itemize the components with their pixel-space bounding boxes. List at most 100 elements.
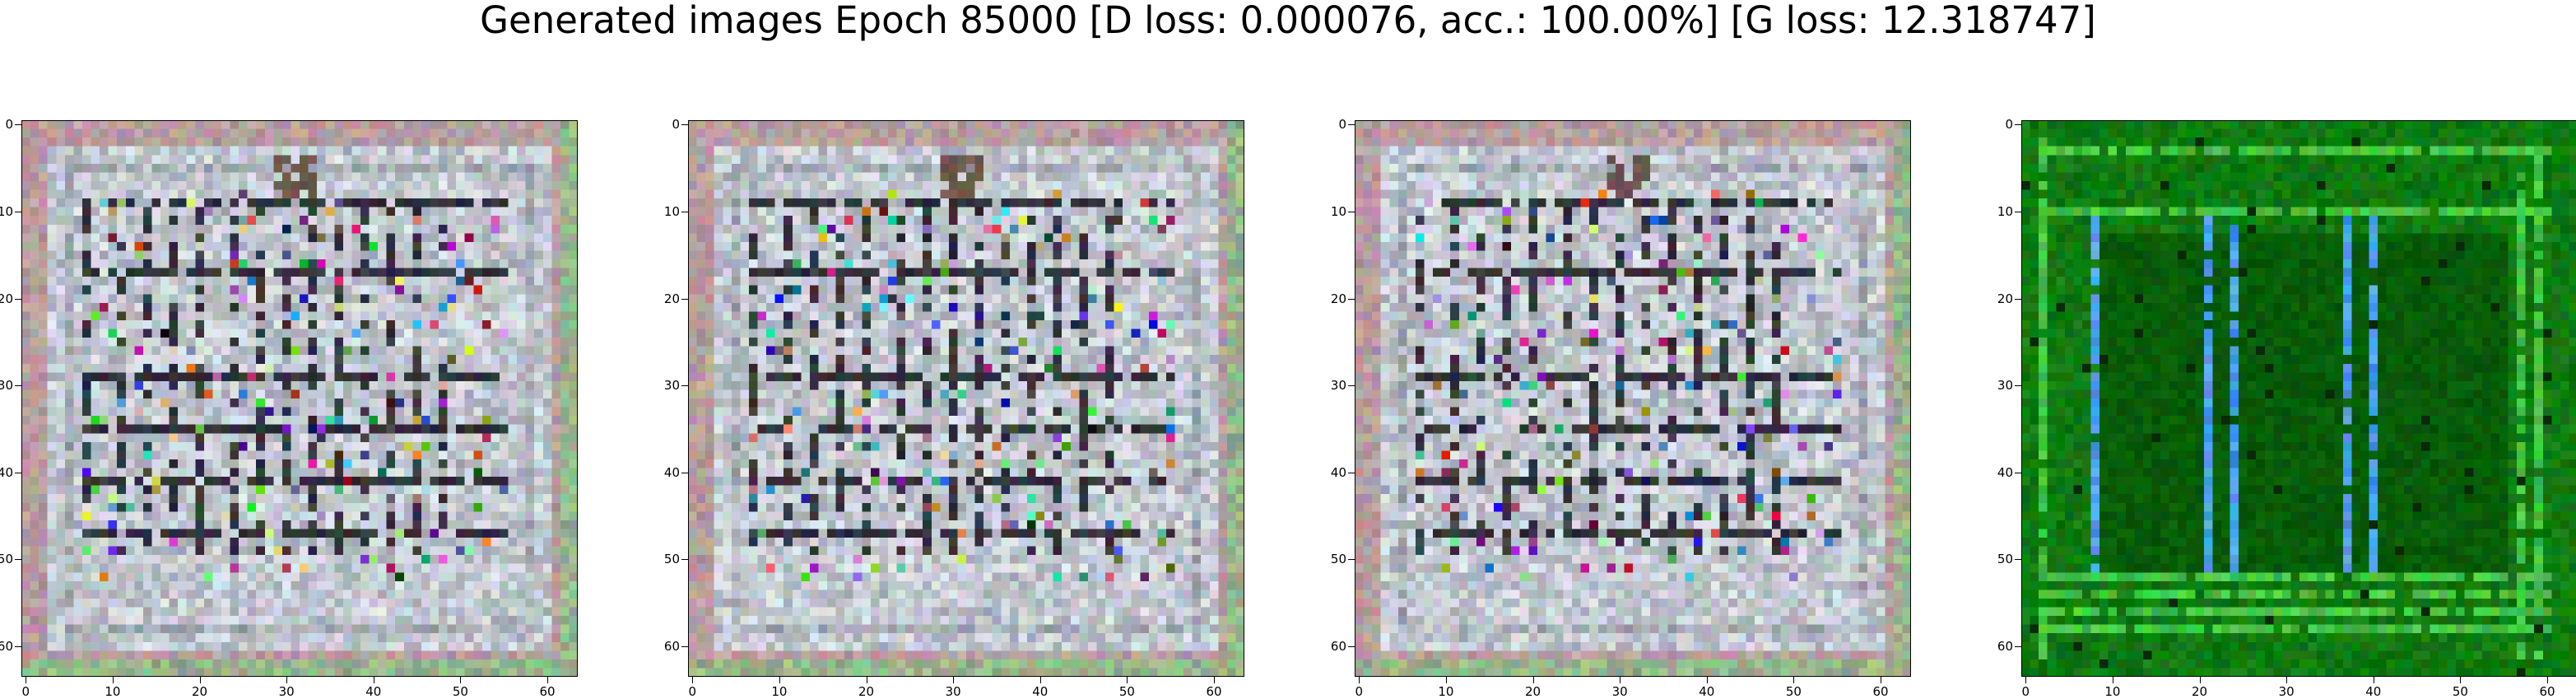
y-tick-label: 10 <box>1330 203 1346 219</box>
generated-image-2 <box>688 120 1244 677</box>
y-tick-label: 30 <box>663 378 680 394</box>
x-tick <box>547 677 549 683</box>
y-tick-label: 30 <box>1330 378 1346 394</box>
x-tick <box>2025 677 2027 683</box>
y-tick-label: 20 <box>1330 291 1346 306</box>
x-tick <box>1445 677 1447 683</box>
image-panel-1: 0 10 20 30 40 50 60 0 10 20 30 40 50 60 <box>0 117 578 699</box>
x-tick <box>692 677 694 683</box>
x-tick-label: 30 <box>945 684 961 699</box>
y-tick <box>1348 559 1355 561</box>
generated-image-1 <box>21 120 578 677</box>
y-tick-label: 20 <box>1997 291 2013 306</box>
y-tick-label: 10 <box>0 203 13 219</box>
y-tick-label: 10 <box>663 203 680 219</box>
x-tick <box>2460 677 2462 683</box>
x-tick-label: 40 <box>1699 684 1715 699</box>
y-tick <box>2015 124 2021 126</box>
x-tick-label: 10 <box>771 684 788 699</box>
y-tick-label: 0 <box>1338 117 1346 133</box>
y-tick-label: 0 <box>672 117 680 133</box>
y-tick-label: 60 <box>0 639 13 655</box>
y-tick-label: 40 <box>663 464 680 480</box>
x-tick <box>779 677 780 683</box>
x-tick-label: 20 <box>1524 684 1541 699</box>
x-tick <box>2547 677 2549 683</box>
x-tick-label: 0 <box>688 684 697 699</box>
y-tick <box>2015 298 2021 300</box>
x-tick <box>1214 677 1216 683</box>
generated-image-4 <box>2021 120 2576 677</box>
y-tick-label: 20 <box>0 291 13 306</box>
x-tick <box>460 677 462 683</box>
x-tick <box>953 677 955 683</box>
x-tick-label: 40 <box>365 684 382 699</box>
image-panel-2: 0 10 20 30 40 50 60 0 10 20 30 40 50 60 <box>664 117 1244 699</box>
x-tick-label: 0 <box>2021 684 2030 699</box>
x-tick-label: 40 <box>2365 684 2382 699</box>
x-tick <box>112 677 114 683</box>
y-tick-label: 20 <box>663 291 680 306</box>
y-tick <box>1348 385 1355 387</box>
x-tick <box>1532 677 1534 683</box>
y-tick <box>2015 385 2021 387</box>
y-tick <box>15 298 21 300</box>
y-tick-label: 50 <box>1997 552 2013 567</box>
y-tick-label: 60 <box>1330 639 1346 655</box>
y-tick <box>15 559 21 561</box>
x-tick <box>1706 677 1708 683</box>
y-tick <box>15 124 21 126</box>
y-tick <box>681 646 688 648</box>
x-tick <box>1359 677 1360 683</box>
x-tick <box>2199 677 2201 683</box>
x-tick-label: 10 <box>105 684 121 699</box>
x-tick <box>2286 677 2288 683</box>
x-tick-label: 50 <box>452 684 468 699</box>
x-tick-label: 30 <box>1611 684 1628 699</box>
x-tick-label: 50 <box>2452 684 2468 699</box>
y-tick <box>2015 559 2021 561</box>
x-tick <box>1793 677 1795 683</box>
y-tick-label: 60 <box>663 639 680 655</box>
y-tick-label: 60 <box>1997 639 2013 655</box>
image-panel-3: 0 10 20 30 40 50 60 0 10 20 30 40 50 60 <box>1331 117 1911 699</box>
x-tick-label: 40 <box>1032 684 1049 699</box>
y-tick-label: 40 <box>1997 464 2013 480</box>
x-tick-label: 10 <box>1438 684 1454 699</box>
x-tick-label: 0 <box>1355 684 1364 699</box>
x-tick-label: 20 <box>191 684 208 699</box>
y-tick <box>681 559 688 561</box>
y-tick-label: 30 <box>0 378 13 394</box>
y-tick-label: 50 <box>663 552 680 567</box>
y-tick <box>1348 646 1355 648</box>
y-tick <box>1348 124 1355 126</box>
y-tick <box>2015 646 2021 648</box>
x-tick-label: 50 <box>1785 684 1802 699</box>
y-tick-label: 50 <box>0 552 13 567</box>
generated-image-3 <box>1355 120 1911 677</box>
y-tick-label: 10 <box>1997 203 2013 219</box>
y-tick-label: 40 <box>0 464 13 480</box>
image-panel-4: 0 10 20 30 40 50 60 0 10 20 30 40 50 60 <box>1997 117 2576 699</box>
x-tick-label: 10 <box>2104 684 2121 699</box>
y-tick-label: 0 <box>5 117 13 133</box>
x-tick <box>1039 677 1041 683</box>
x-tick <box>199 677 201 683</box>
x-tick-label: 60 <box>1206 684 1222 699</box>
x-tick-label: 0 <box>21 684 30 699</box>
x-tick-label: 50 <box>1118 684 1135 699</box>
x-tick-label: 60 <box>1872 684 1889 699</box>
x-tick-label: 30 <box>2278 684 2295 699</box>
x-tick-label: 20 <box>2191 684 2208 699</box>
y-tick-label: 30 <box>1997 378 2013 394</box>
x-tick <box>1127 677 1128 683</box>
y-tick-label: 40 <box>1330 464 1346 480</box>
y-tick-label: 0 <box>2005 117 2013 133</box>
y-tick <box>681 298 688 300</box>
x-tick <box>286 677 288 683</box>
figure-title: Generated images Epoch 85000 [D loss: 0.… <box>480 0 2096 42</box>
y-tick <box>15 385 21 387</box>
y-tick <box>1348 298 1355 300</box>
y-tick <box>15 646 21 648</box>
x-tick-label: 20 <box>858 684 875 699</box>
